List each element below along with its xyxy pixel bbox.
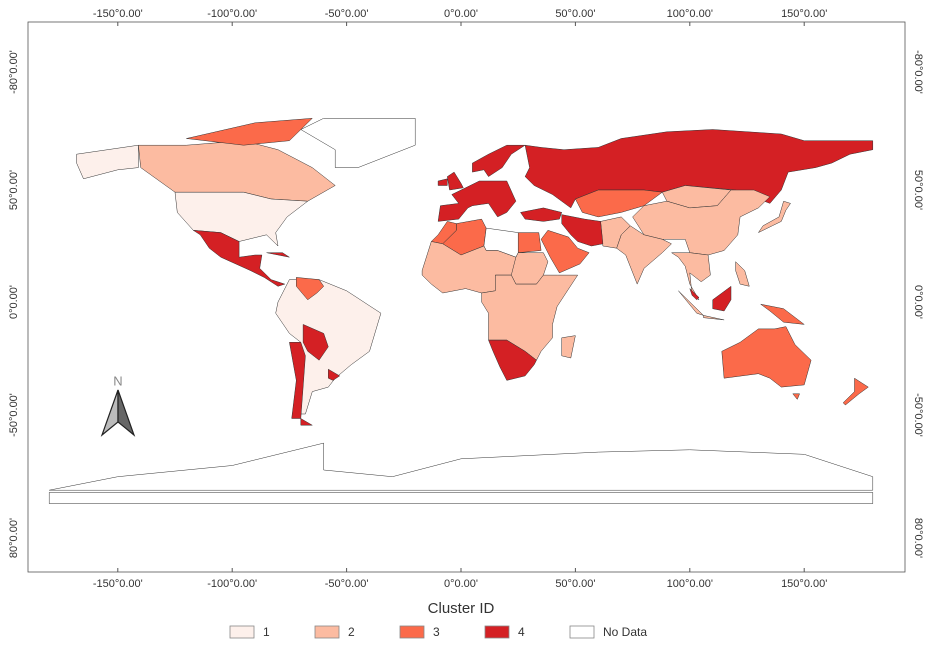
country-region xyxy=(703,315,725,321)
legend-label: 2 xyxy=(348,625,355,639)
lon-label-top: 150°0.00' xyxy=(781,8,827,20)
country-region xyxy=(186,117,313,146)
country-region xyxy=(437,180,517,222)
country-region xyxy=(517,232,542,253)
legend-swatch xyxy=(314,625,340,639)
lat-label-left: 0°0.00' xyxy=(8,285,20,319)
legend-label: 1 xyxy=(263,625,270,639)
country-region xyxy=(296,277,325,301)
lon-label-bottom: 100°0.00' xyxy=(667,578,713,590)
legend-swatch xyxy=(399,625,425,639)
country-region xyxy=(760,303,806,325)
country-region xyxy=(842,377,869,406)
lon-label-bottom: 150°0.00' xyxy=(781,578,827,590)
country-region xyxy=(678,290,704,316)
country-region xyxy=(49,442,874,491)
lon-label-bottom: -50°0.00' xyxy=(325,578,369,590)
country-region xyxy=(721,326,812,388)
country-region xyxy=(300,118,416,168)
country-region xyxy=(792,393,800,400)
country-region xyxy=(472,144,526,177)
legend-label: 4 xyxy=(518,625,525,639)
legend-swatch xyxy=(229,625,255,639)
country-region xyxy=(193,230,286,287)
lat-label-right: 80°0.00' xyxy=(912,518,924,558)
country-region xyxy=(757,200,791,234)
country-region xyxy=(689,288,700,301)
country-region xyxy=(632,189,771,256)
lon-label-top: 100°0.00' xyxy=(667,8,713,20)
legend-label: 3 xyxy=(433,625,440,639)
legend-swatch xyxy=(569,625,595,639)
lon-label-top: 0°0.00' xyxy=(444,8,478,20)
country-region xyxy=(520,207,563,222)
lat-label-right: -80°0.00' xyxy=(912,50,924,94)
lon-label-top: -150°0.00' xyxy=(93,8,143,20)
country-region xyxy=(437,178,448,186)
country-region xyxy=(328,368,341,381)
lat-label-right: 50°0.00' xyxy=(912,170,924,210)
lon-label-top: 50°0.00' xyxy=(555,8,595,20)
lon-label-bottom: -150°0.00' xyxy=(93,578,143,590)
legend: 1 2 3 4 No Data xyxy=(229,625,647,639)
legend-swatch xyxy=(484,625,510,639)
lon-label-top: -100°0.00' xyxy=(207,8,257,20)
country-region xyxy=(735,261,750,287)
country-region xyxy=(300,418,314,426)
lat-label-left: 50°0.00' xyxy=(8,170,20,210)
country-region xyxy=(488,339,537,381)
country-region xyxy=(266,252,290,258)
country-region xyxy=(561,214,604,247)
land-layer xyxy=(48,117,874,504)
legend-title: Cluster ID xyxy=(428,600,495,617)
country-region xyxy=(48,492,874,504)
country-region xyxy=(447,171,464,191)
legend-label: No Data xyxy=(603,625,647,639)
lat-label-left: 80°0.00' xyxy=(8,518,20,558)
lat-label-left: -50°0.00' xyxy=(8,393,20,437)
north-label: N xyxy=(113,373,122,388)
country-region xyxy=(600,216,631,249)
north-arrow: N xyxy=(100,373,136,437)
lat-label-right: 0°0.00' xyxy=(912,285,924,319)
country-region xyxy=(302,324,329,361)
country-region xyxy=(524,129,874,209)
lat-label-right: -50°0.00' xyxy=(912,393,924,437)
lon-label-bottom: 0°0.00' xyxy=(444,578,478,590)
lat-label-left: -80°0.00' xyxy=(8,50,20,94)
north-arrow-right xyxy=(117,389,136,437)
country-region xyxy=(712,285,732,312)
lon-label-top: -50°0.00' xyxy=(325,8,369,20)
country-region xyxy=(561,335,576,359)
lon-label-bottom: 50°0.00' xyxy=(555,578,595,590)
country-region xyxy=(540,230,590,274)
lon-label-bottom: -100°0.00' xyxy=(207,578,257,590)
